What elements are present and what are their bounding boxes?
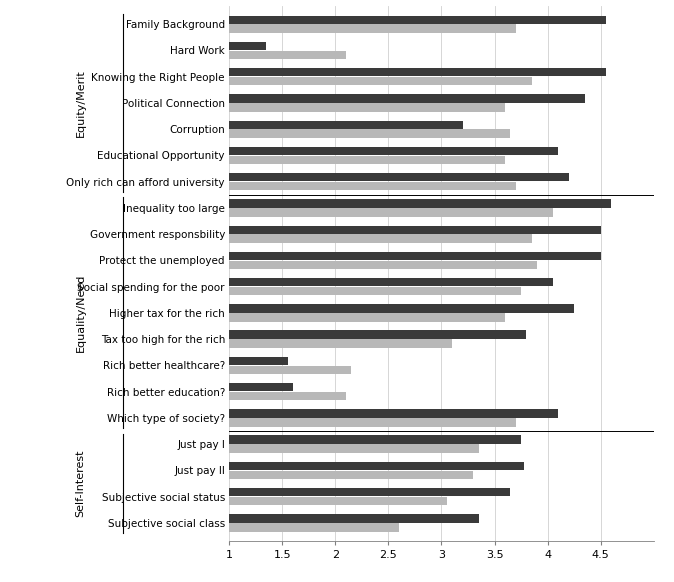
Bar xyxy=(229,462,524,470)
Bar xyxy=(229,51,346,59)
Bar xyxy=(229,182,516,190)
Bar xyxy=(229,471,473,479)
Bar xyxy=(229,129,510,138)
Bar xyxy=(229,435,521,444)
Bar xyxy=(229,94,585,102)
Bar xyxy=(229,383,293,391)
Text: Equality/Need: Equality/Need xyxy=(75,274,86,352)
Bar xyxy=(229,418,516,427)
Bar xyxy=(229,392,346,400)
Bar xyxy=(229,523,399,531)
Bar xyxy=(229,445,479,453)
Bar xyxy=(229,488,510,496)
Bar xyxy=(229,208,553,217)
Bar xyxy=(229,339,452,348)
Bar xyxy=(229,365,351,374)
Text: Self-Interest: Self-Interest xyxy=(75,450,86,517)
Text: Equity/Merit: Equity/Merit xyxy=(75,69,86,137)
Bar xyxy=(229,514,479,523)
Bar xyxy=(229,235,532,243)
Bar xyxy=(229,16,606,24)
Bar xyxy=(229,261,537,269)
Bar xyxy=(229,252,601,260)
Bar xyxy=(229,173,569,182)
Bar xyxy=(229,287,521,295)
Bar xyxy=(229,147,558,155)
Bar xyxy=(229,313,506,322)
Bar xyxy=(229,68,606,76)
Bar xyxy=(229,42,266,50)
Bar xyxy=(229,225,601,234)
Bar xyxy=(229,409,558,418)
Bar xyxy=(229,199,611,208)
Bar xyxy=(229,24,516,33)
Bar xyxy=(229,278,553,286)
Bar xyxy=(229,120,463,129)
Bar xyxy=(229,497,447,505)
Bar xyxy=(229,357,288,365)
Bar xyxy=(229,77,532,86)
Bar xyxy=(229,331,526,339)
Bar xyxy=(229,156,506,164)
Bar xyxy=(229,103,506,112)
Bar xyxy=(229,304,574,313)
